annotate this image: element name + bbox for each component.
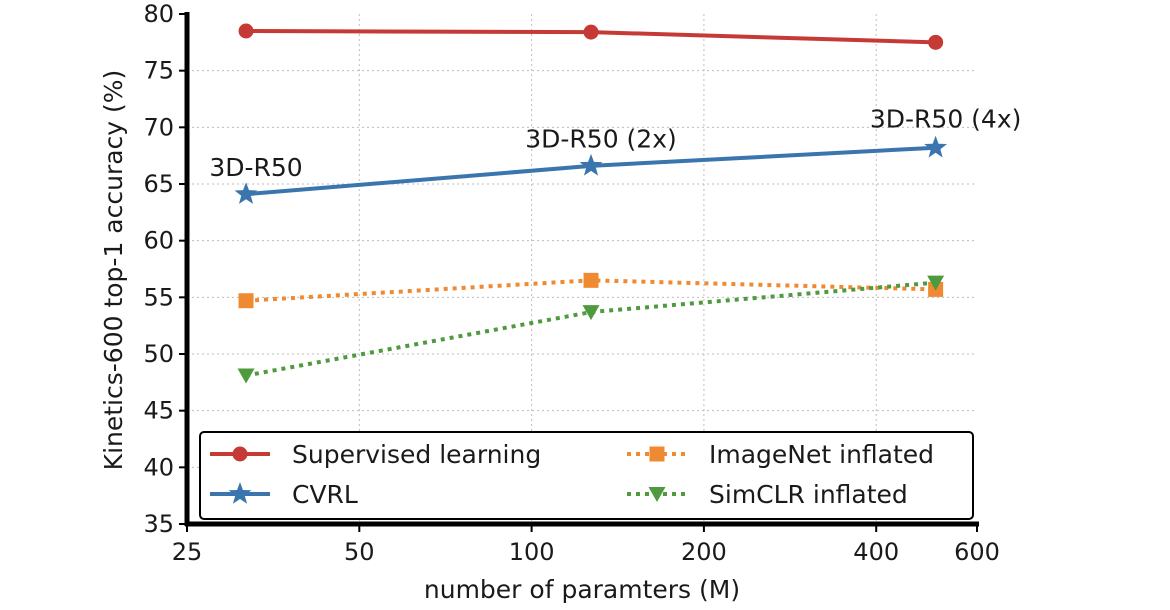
legend-box	[199, 431, 974, 520]
tick-labels: 35 40 45 50 55 60 65 70 75 80 25 50 100 200 400 600	[143, 0, 999, 566]
data-point-2-0	[238, 293, 254, 309]
x-tick-label: 200	[681, 538, 727, 566]
data-point-1-2	[924, 135, 948, 158]
x-tick-label: 25	[172, 538, 203, 566]
y-tick-label: 75	[143, 57, 174, 85]
y-tick-label: 50	[143, 340, 174, 368]
series-lines	[245, 29, 936, 378]
legend-marker	[232, 446, 248, 462]
x-axis-label: number of paramters (M)	[424, 575, 740, 604]
legend-label: Supervised learning	[292, 440, 541, 469]
axes	[179, 12, 979, 532]
y-tick-label: 65	[143, 170, 174, 198]
series-line-3	[245, 280, 936, 378]
y-tick-label: 70	[143, 113, 174, 141]
legend-marker	[648, 487, 666, 502]
annotation-label: 3D-R50	[209, 153, 302, 182]
data-point-2-1	[583, 272, 599, 288]
y-tick-label: 60	[143, 227, 174, 255]
data-point-0-0	[238, 23, 254, 39]
annotation-label: 3D-R50 (4x)	[870, 104, 1022, 133]
x-tick-label: 50	[344, 538, 375, 566]
legend-label: SimCLR inflated	[709, 480, 908, 509]
x-tick-label: 600	[954, 538, 1000, 566]
data-point-0-2	[928, 34, 944, 50]
data-point-1-0	[234, 182, 258, 204]
annotations: 3D-R50 3D-R50 (2x) 3D-R50 (4x)	[209, 104, 1021, 182]
data-point-3-2	[927, 275, 945, 291]
y-tick-label: 45	[143, 397, 174, 425]
y-tick-label: 55	[143, 283, 174, 311]
legend-label: ImageNet inflated	[709, 440, 934, 469]
y-tick-label: 80	[143, 0, 174, 28]
y-tick-label: 35	[143, 510, 174, 538]
series-markers	[234, 23, 948, 384]
y-axis-label: Kinetics-600 top-1 accuracy (%)	[99, 70, 128, 471]
y-tick-label: 40	[143, 453, 174, 481]
legend-marker	[649, 446, 665, 462]
x-tick-label: 400	[853, 538, 899, 566]
legend: Supervised learning CVRL ImageNet inflated…	[199, 431, 974, 520]
legend-marker	[228, 482, 252, 504]
data-point-1-1	[579, 153, 603, 176]
data-point-3-1	[582, 305, 600, 321]
x-tick-label: 100	[509, 538, 555, 566]
legend-label: CVRL	[292, 480, 358, 509]
annotation-label: 3D-R50 (2x)	[525, 125, 677, 154]
data-point-3-0	[237, 368, 255, 384]
data-point-0-1	[583, 24, 599, 40]
